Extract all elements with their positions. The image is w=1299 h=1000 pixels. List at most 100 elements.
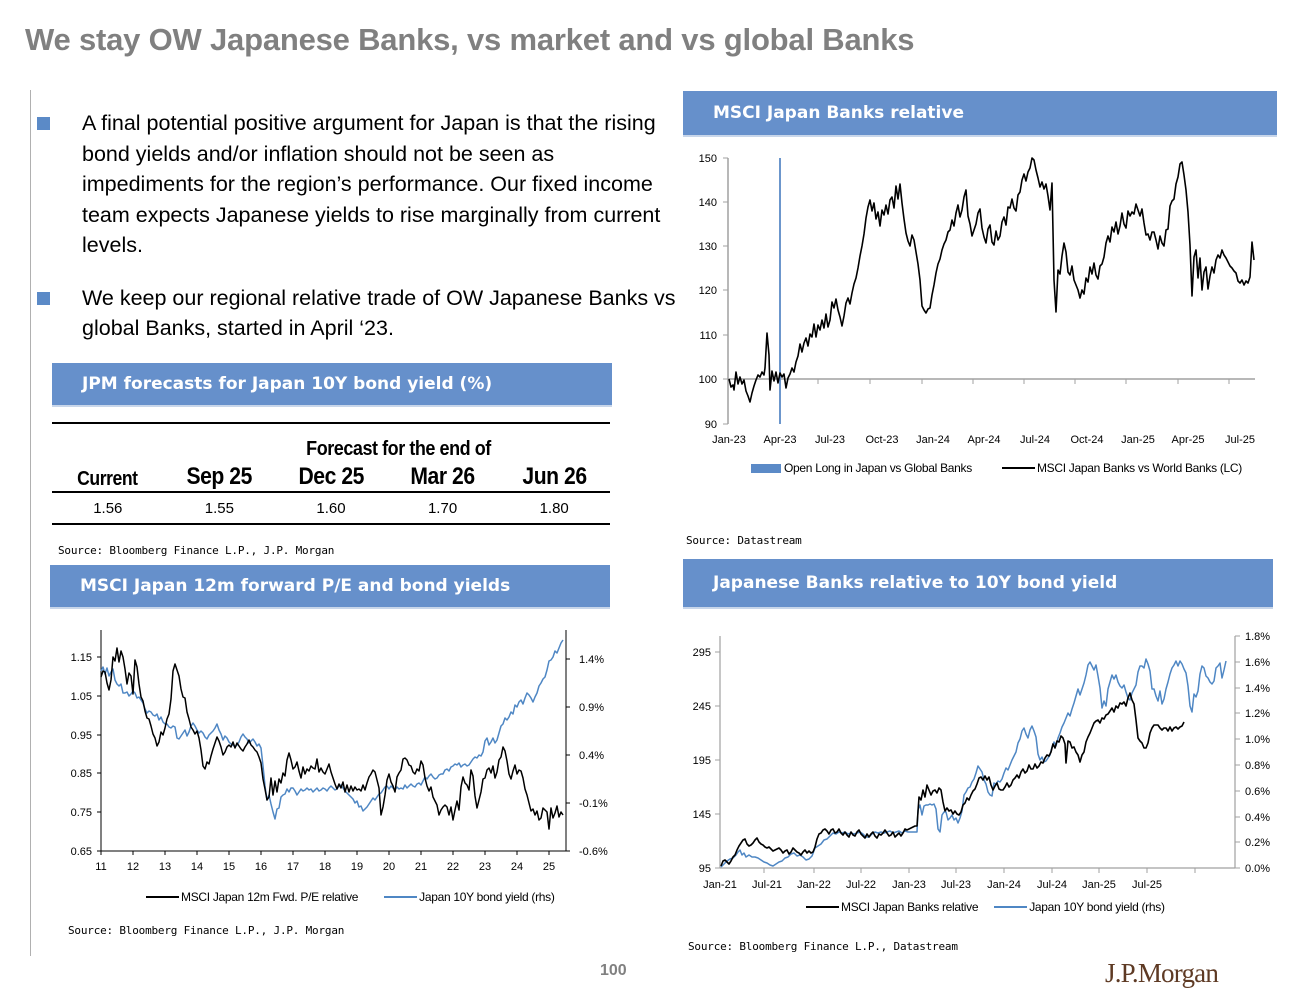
- svg-text:1.8%: 1.8%: [1245, 631, 1270, 643]
- table-top-rule: [52, 422, 610, 424]
- svg-text:17: 17: [287, 861, 299, 873]
- svg-text:0.0%: 0.0%: [1245, 863, 1270, 875]
- svg-text:140: 140: [699, 197, 717, 209]
- svg-text:Jan-23: Jan-23: [712, 434, 746, 446]
- svg-text:Jan-24: Jan-24: [987, 879, 1021, 891]
- pe-yields-source: Source: Bloomberg Finance L.P., J.P. Mor…: [68, 924, 345, 937]
- svg-text:0.2%: 0.2%: [1245, 837, 1270, 849]
- x-axis-labels: Jan-21 Jul-21 Jan-22 Jul-22 Jan-23 Jul-2…: [703, 879, 1162, 891]
- forecast-source: Source: Bloomberg Finance L.P., J.P. Mor…: [58, 544, 335, 557]
- svg-text:0.4%: 0.4%: [579, 750, 604, 762]
- banks-relative-line: [728, 157, 1255, 403]
- column-header-current: Current: [77, 468, 139, 490]
- legend-label: Japan 10Y bond yield (rhs): [419, 890, 555, 904]
- svg-text:11: 11: [95, 861, 106, 873]
- banks-vs-yield-header: Japanese Banks relative to 10Y bond yiel…: [683, 559, 1273, 609]
- svg-text:25: 25: [543, 861, 555, 873]
- svg-text:20: 20: [383, 861, 395, 873]
- svg-text:Jul-21: Jul-21: [752, 879, 782, 891]
- svg-text:Apr-24: Apr-24: [967, 434, 1000, 446]
- svg-text:0.9%: 0.9%: [579, 702, 604, 714]
- svg-text:-0.1%: -0.1%: [579, 798, 608, 810]
- svg-text:15: 15: [223, 861, 235, 873]
- legend-swatch: [146, 896, 179, 898]
- table-cell: 1.60: [316, 499, 346, 517]
- pe-yields-legend: MSCI Japan 12m Fwd. P/E relative Japan 1…: [146, 890, 585, 904]
- svg-text:130: 130: [699, 241, 717, 253]
- legend-label: MSCI Japan Banks relative: [841, 900, 979, 914]
- svg-text:145: 145: [693, 809, 711, 821]
- table-cell: 1.70: [427, 499, 458, 517]
- legend-item: MSCI Japan Banks vs World Banks (LC): [1001, 461, 1242, 475]
- svg-text:Jan-21: Jan-21: [703, 879, 737, 891]
- svg-text:Jul-25: Jul-25: [1225, 434, 1255, 446]
- bullet-text: A final potential positive argument for …: [82, 111, 661, 257]
- legend-swatch: [384, 896, 418, 898]
- legend-item: MSCI Japan 12m Fwd. P/E relative: [146, 890, 358, 904]
- svg-text:1.4%: 1.4%: [1245, 683, 1270, 695]
- svg-text:1.0%: 1.0%: [1245, 734, 1270, 746]
- table-header-row: Current Sep 25 Dec 25 Mar 26 Jun 26: [52, 461, 610, 493]
- svg-text:0.8%: 0.8%: [1245, 760, 1270, 772]
- left-divider: [30, 90, 31, 956]
- legend-item: Japan 10Y bond yield (rhs): [994, 900, 1165, 914]
- svg-text:100: 100: [699, 374, 717, 386]
- svg-text:23: 23: [479, 861, 491, 873]
- right-y-axis-labels: 1.8% 1.6% 1.4% 1.2% 1.0% 0.8% 0.6% 0.4% …: [1245, 631, 1270, 875]
- svg-text:0.6%: 0.6%: [1245, 786, 1270, 798]
- pe-yields-header: MSCI Japan 12m forward P/E and bond yiel…: [50, 565, 610, 609]
- forecast-table-header: JPM forecasts for Japan 10Y bond yield (…: [52, 363, 612, 407]
- bullet-item: A final potential positive argument for …: [36, 108, 676, 261]
- svg-text:1.2%: 1.2%: [1245, 708, 1270, 720]
- column-header-dec25: Dec 25: [298, 463, 364, 490]
- svg-text:245: 245: [693, 701, 711, 713]
- svg-text:Jul-24: Jul-24: [1020, 434, 1050, 446]
- svg-text:Jul-25: Jul-25: [1132, 879, 1162, 891]
- svg-text:90: 90: [705, 419, 717, 431]
- svg-text:21: 21: [415, 861, 427, 873]
- forecast-super-header: Forecast for the end of: [306, 438, 491, 460]
- svg-text:Oct-23: Oct-23: [865, 434, 898, 446]
- svg-text:Jul-22: Jul-22: [846, 879, 876, 891]
- svg-text:Jul-23: Jul-23: [941, 879, 971, 891]
- banks-vs-yield-chart: 295 245 195 145 95 1.8% 1.6% 1.4% 1.2% 1…: [693, 631, 1271, 891]
- svg-text:295: 295: [693, 647, 711, 659]
- svg-text:-0.6%: -0.6%: [579, 846, 608, 858]
- square-bullet-icon: [37, 117, 50, 130]
- svg-text:0.65: 0.65: [71, 846, 92, 858]
- svg-text:0.95: 0.95: [71, 730, 92, 742]
- jpmorgan-logo: J.P.Morgan: [1105, 958, 1219, 988]
- x-axis-labels: 11 12 13 14 15 16 17 18 19 20 21 22 23 2…: [95, 861, 555, 873]
- banks-vs-yield-source: Source: Bloomberg Finance L.P., Datastre…: [688, 940, 958, 953]
- legend-label: MSCI Japan Banks vs World Banks (LC): [1036, 461, 1242, 475]
- table-cell: 1.56: [93, 499, 123, 517]
- pe-yields-chart: 1.15 1.05 0.95 0.85 0.75 0.65 1.4% 0.9% …: [71, 630, 608, 873]
- svg-text:Jul-23: Jul-23: [815, 434, 845, 446]
- legend-label: MSCI Japan 12m Fwd. P/E relative: [181, 890, 359, 904]
- svg-text:Jan-25: Jan-25: [1121, 434, 1155, 446]
- forecast-table: Forecast for the end of Current Sep 25 D…: [52, 422, 610, 525]
- svg-text:16: 16: [255, 861, 267, 873]
- table-row: 1.56 1.55 1.60 1.70 1.80: [52, 493, 610, 525]
- svg-text:13: 13: [159, 861, 171, 873]
- svg-text:14: 14: [191, 861, 203, 873]
- banks-relative-line: [720, 692, 1185, 867]
- banks-relative-source: Source: Datastream: [686, 534, 802, 547]
- legend-label: Japan 10Y bond yield (rhs): [1029, 900, 1165, 914]
- svg-text:150: 150: [699, 153, 717, 165]
- svg-text:Apr-23: Apr-23: [763, 434, 796, 446]
- banks-relative-header: MSCI Japan Banks relative: [683, 91, 1277, 137]
- banks-vs-yield-legend: MSCI Japan Banks relative Japan 10Y bond…: [806, 900, 1195, 914]
- left-y-axis-labels: 295 245 195 145 95: [693, 647, 711, 875]
- column-header-mar26: Mar 26: [410, 463, 475, 490]
- banks-relative-chart: 150 140 130 120 110 100 90 Jan-23 Apr-23…: [699, 153, 1255, 446]
- bond-yield-line: [720, 658, 1227, 868]
- svg-text:195: 195: [693, 755, 711, 767]
- column-header-sep25: Sep 25: [186, 463, 253, 490]
- legend-item: Open Long in Japan vs Global Banks: [751, 461, 972, 475]
- column-header-jun26: Jun 26: [522, 463, 587, 490]
- x-axis-labels: Jan-23 Apr-23 Jul-23 Oct-23 Jan-24 Apr-2…: [712, 434, 1255, 446]
- bond-yield-line: [100, 639, 564, 820]
- svg-text:0.85: 0.85: [71, 768, 92, 780]
- square-bullet-icon: [37, 291, 50, 305]
